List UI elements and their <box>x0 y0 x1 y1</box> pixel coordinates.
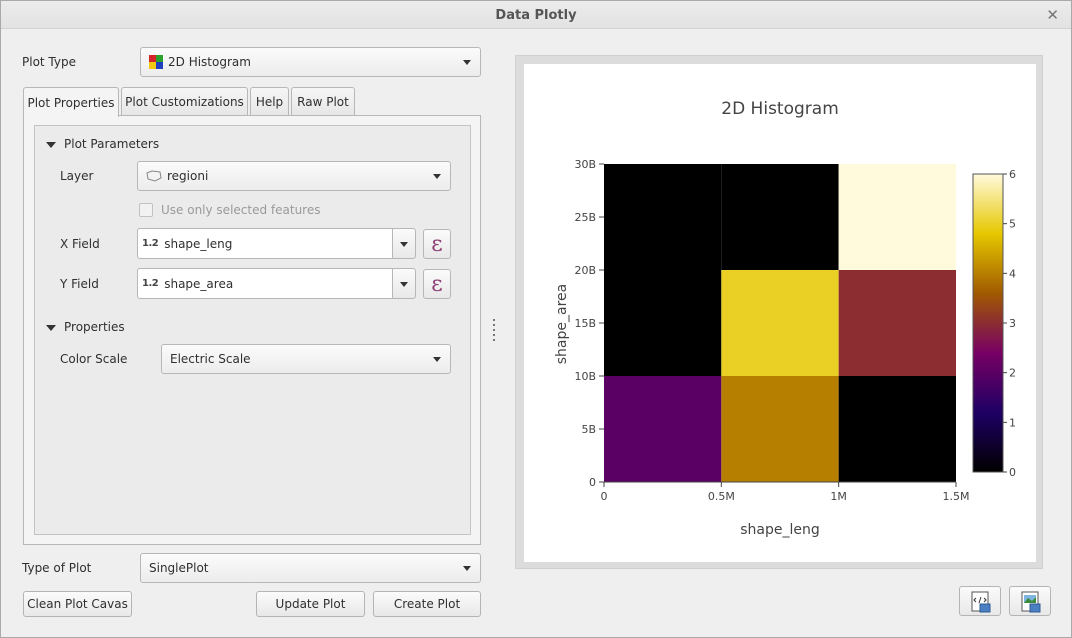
chart-title: 2D Histogram <box>721 99 839 119</box>
chevron-down-icon <box>400 242 408 247</box>
histogram-2d-icon <box>149 55 163 69</box>
layer-value: regioni <box>167 169 209 183</box>
y-tick-label: 5B <box>581 423 596 436</box>
plot-canvas: 2D Histogram 0 0.5M 1M 1.5M 0 5B 10B 15B 20B 25B… <box>524 64 1036 562</box>
heatmap-cell <box>604 376 722 482</box>
numeric-field-icon: 1.2 <box>142 238 159 249</box>
heatmap-cell <box>721 164 839 270</box>
type-of-plot-label: Type of Plot <box>22 561 92 575</box>
y-field-input[interactable]: 1.2 shape_area <box>137 268 393 299</box>
colorbar-tick-label: 5 <box>1009 218 1016 231</box>
plot-type-value: 2D Histogram <box>168 55 251 69</box>
x-field-label: X Field <box>60 237 100 251</box>
x-tick-label: 0.5M <box>708 490 735 503</box>
chevron-down-icon <box>433 174 441 179</box>
type-of-plot-value: SinglePlot <box>149 561 209 575</box>
x-field-expression-button[interactable]: ε <box>423 229 451 259</box>
y-field-expression-button[interactable]: ε <box>423 269 451 299</box>
collapse-arrow-icon[interactable] <box>46 142 56 148</box>
colorbar-tick-label: 2 <box>1009 367 1016 380</box>
save-image-button[interactable] <box>1009 586 1051 616</box>
tab-plot-customizations[interactable]: Plot Customizations <box>121 87 248 116</box>
update-plot-button[interactable]: Update Plot <box>256 591 365 617</box>
colorbar-tick-label: 0 <box>1009 466 1016 479</box>
selected-features-label: Use only selected features <box>161 203 321 217</box>
heatmap-cell <box>721 270 839 376</box>
colorbar-tick-label: 3 <box>1009 317 1016 330</box>
create-plot-button[interactable]: Create Plot <box>373 591 481 617</box>
save-html-icon <box>971 591 991 613</box>
window-title: Data Plotly <box>495 8 577 23</box>
color-scale-label: Color Scale <box>60 352 128 366</box>
y-field-dropdown-button[interactable] <box>392 268 416 299</box>
plot-parameters-header: Plot Parameters <box>64 137 160 151</box>
properties-header: Properties <box>64 320 125 334</box>
x-tick-label: 0 <box>601 490 608 503</box>
heatmap-cell <box>838 376 956 482</box>
plot-properties-inner <box>34 125 471 535</box>
save-image-icon <box>1021 591 1041 613</box>
heatmap-cell <box>604 270 722 376</box>
colorbar-tick-label: 4 <box>1009 267 1016 280</box>
close-icon[interactable]: ✕ <box>1046 6 1059 24</box>
plot-type-select[interactable]: 2D Histogram <box>140 47 481 77</box>
splitter-handle[interactable] <box>492 319 496 345</box>
chevron-down-icon <box>463 60 471 65</box>
y-tick-label: 10B <box>574 370 596 383</box>
colorbar <box>972 173 1004 473</box>
y-axis-title: shape_area <box>554 284 570 364</box>
heatmap-cell <box>838 164 956 270</box>
polygon-layer-icon <box>146 170 162 182</box>
tab-help[interactable]: Help <box>250 87 289 116</box>
layer-select[interactable]: regioni <box>137 161 451 191</box>
collapse-arrow-icon[interactable] <box>46 325 56 331</box>
x-tick-label: 1M <box>830 490 847 503</box>
y-tick-label: 20B <box>574 264 596 277</box>
histogram-chart: 2D Histogram 0 0.5M 1M 1.5M 0 5B 10B 15B 20B 25B… <box>554 99 1016 538</box>
colorbar-tick-label: 6 <box>1009 168 1016 181</box>
plot-view: 2D Histogram 0 0.5M 1M 1.5M 0 5B 10B 15B 20B 25B… <box>515 55 1043 569</box>
color-scale-value: Electric Scale <box>170 352 251 366</box>
title-bar: Data Plotly ✕ <box>1 1 1071 29</box>
layer-label: Layer <box>60 169 94 183</box>
clean-plot-canvas-button[interactable]: Clean Plot Cavas <box>23 591 132 617</box>
heatmap-cell <box>838 270 956 376</box>
selected-features-checkbox[interactable] <box>139 203 153 217</box>
numeric-field-icon: 1.2 <box>142 278 159 289</box>
tab-plot-properties[interactable]: Plot Properties <box>23 87 119 117</box>
tab-raw-plot[interactable]: Raw Plot <box>291 87 355 116</box>
chevron-down-icon <box>463 566 471 571</box>
x-field-value: shape_leng <box>164 236 233 251</box>
x-field-input[interactable]: 1.2 shape_leng <box>137 228 393 259</box>
colorbar-tick-label: 1 <box>1009 416 1016 429</box>
y-tick-label: 30B <box>574 158 596 171</box>
y-tick-label: 0 <box>589 476 596 489</box>
y-tick-label: 15B <box>574 317 596 330</box>
x-tick-label: 1.5M <box>943 490 970 503</box>
x-field-dropdown-button[interactable] <box>392 228 416 259</box>
plot-type-label: Plot Type <box>22 55 76 69</box>
y-tick-label: 25B <box>574 211 596 224</box>
chevron-down-icon <box>433 357 441 362</box>
y-field-label: Y Field <box>60 277 99 291</box>
color-scale-select[interactable]: Electric Scale <box>161 344 451 374</box>
save-html-button[interactable] <box>959 586 1001 616</box>
y-field-value: shape_area <box>164 276 234 291</box>
x-axis-title: shape_leng <box>740 522 820 538</box>
type-of-plot-select[interactable]: SinglePlot <box>140 553 481 583</box>
heatmap-cell <box>721 376 839 482</box>
heatmap-cell <box>604 164 722 270</box>
chevron-down-icon <box>400 282 408 287</box>
